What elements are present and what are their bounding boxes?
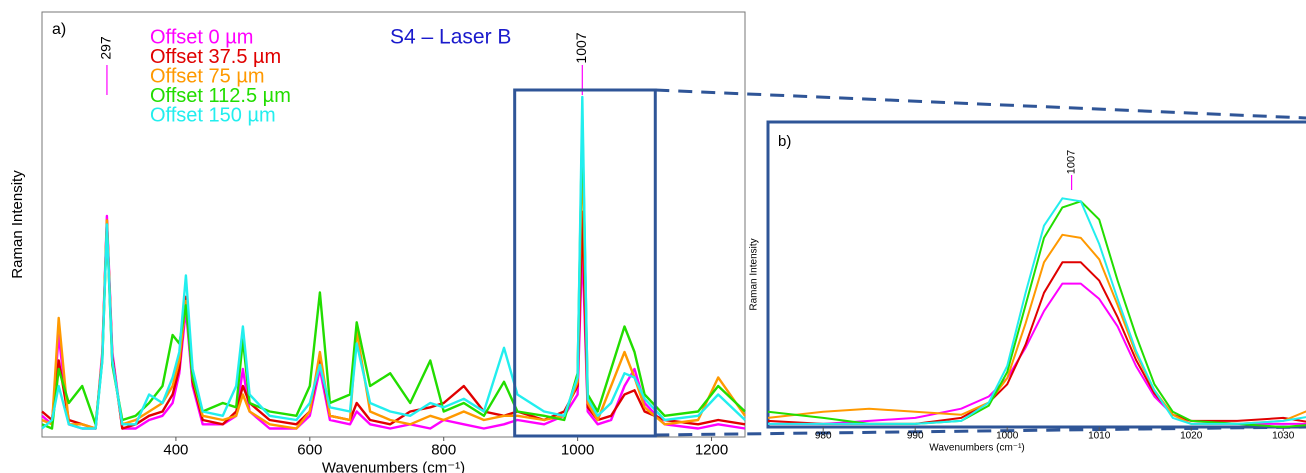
- zoom-connector: [655, 88, 1306, 120]
- peak-label: 1007: [1066, 150, 1078, 174]
- panel-label: b): [778, 133, 791, 150]
- x-tick-label: 600: [297, 441, 322, 458]
- chart-title: S4 – Laser B: [390, 26, 511, 49]
- y-axis-label: Raman Intensity: [9, 170, 26, 279]
- legend-entry: Offset 150 µm: [150, 104, 276, 126]
- legend-entry: Offset 75 µm: [150, 65, 265, 87]
- x-tick-label: 990: [907, 431, 924, 442]
- x-tick-label: 1020: [1180, 431, 1203, 442]
- x-tick-label: 1010: [1088, 431, 1111, 442]
- peak-label: 1007: [573, 32, 589, 63]
- x-tick-label: 1000: [996, 431, 1019, 442]
- x-axis-label: Wavenumbers (cm⁻¹): [322, 459, 465, 473]
- plot-frame: [766, 120, 1306, 429]
- peak-label: 297: [98, 36, 114, 60]
- x-tick-label: 800: [431, 441, 456, 458]
- zoom-box: [513, 88, 657, 438]
- x-axis-label: Wavenumbers (cm⁻¹): [929, 443, 1024, 454]
- series-line: [768, 197, 1306, 425]
- y-axis-label: Raman Intensity: [749, 238, 760, 310]
- panel-label: a): [52, 21, 66, 38]
- plot-frame: [41, 11, 746, 438]
- x-tick-label: 1000: [561, 441, 594, 458]
- x-tick-label: 1030: [1272, 431, 1295, 442]
- series-line: [41, 95, 746, 430]
- legend-entry: Offset 37.5 µm: [150, 46, 281, 68]
- x-tick-label: 1200: [695, 441, 728, 458]
- legend-entry: Offset 0 µm: [150, 26, 253, 48]
- x-tick-label: 400: [163, 441, 188, 458]
- x-tick-label: 980: [815, 431, 832, 442]
- legend-entry: Offset 112.5 µm: [150, 85, 291, 107]
